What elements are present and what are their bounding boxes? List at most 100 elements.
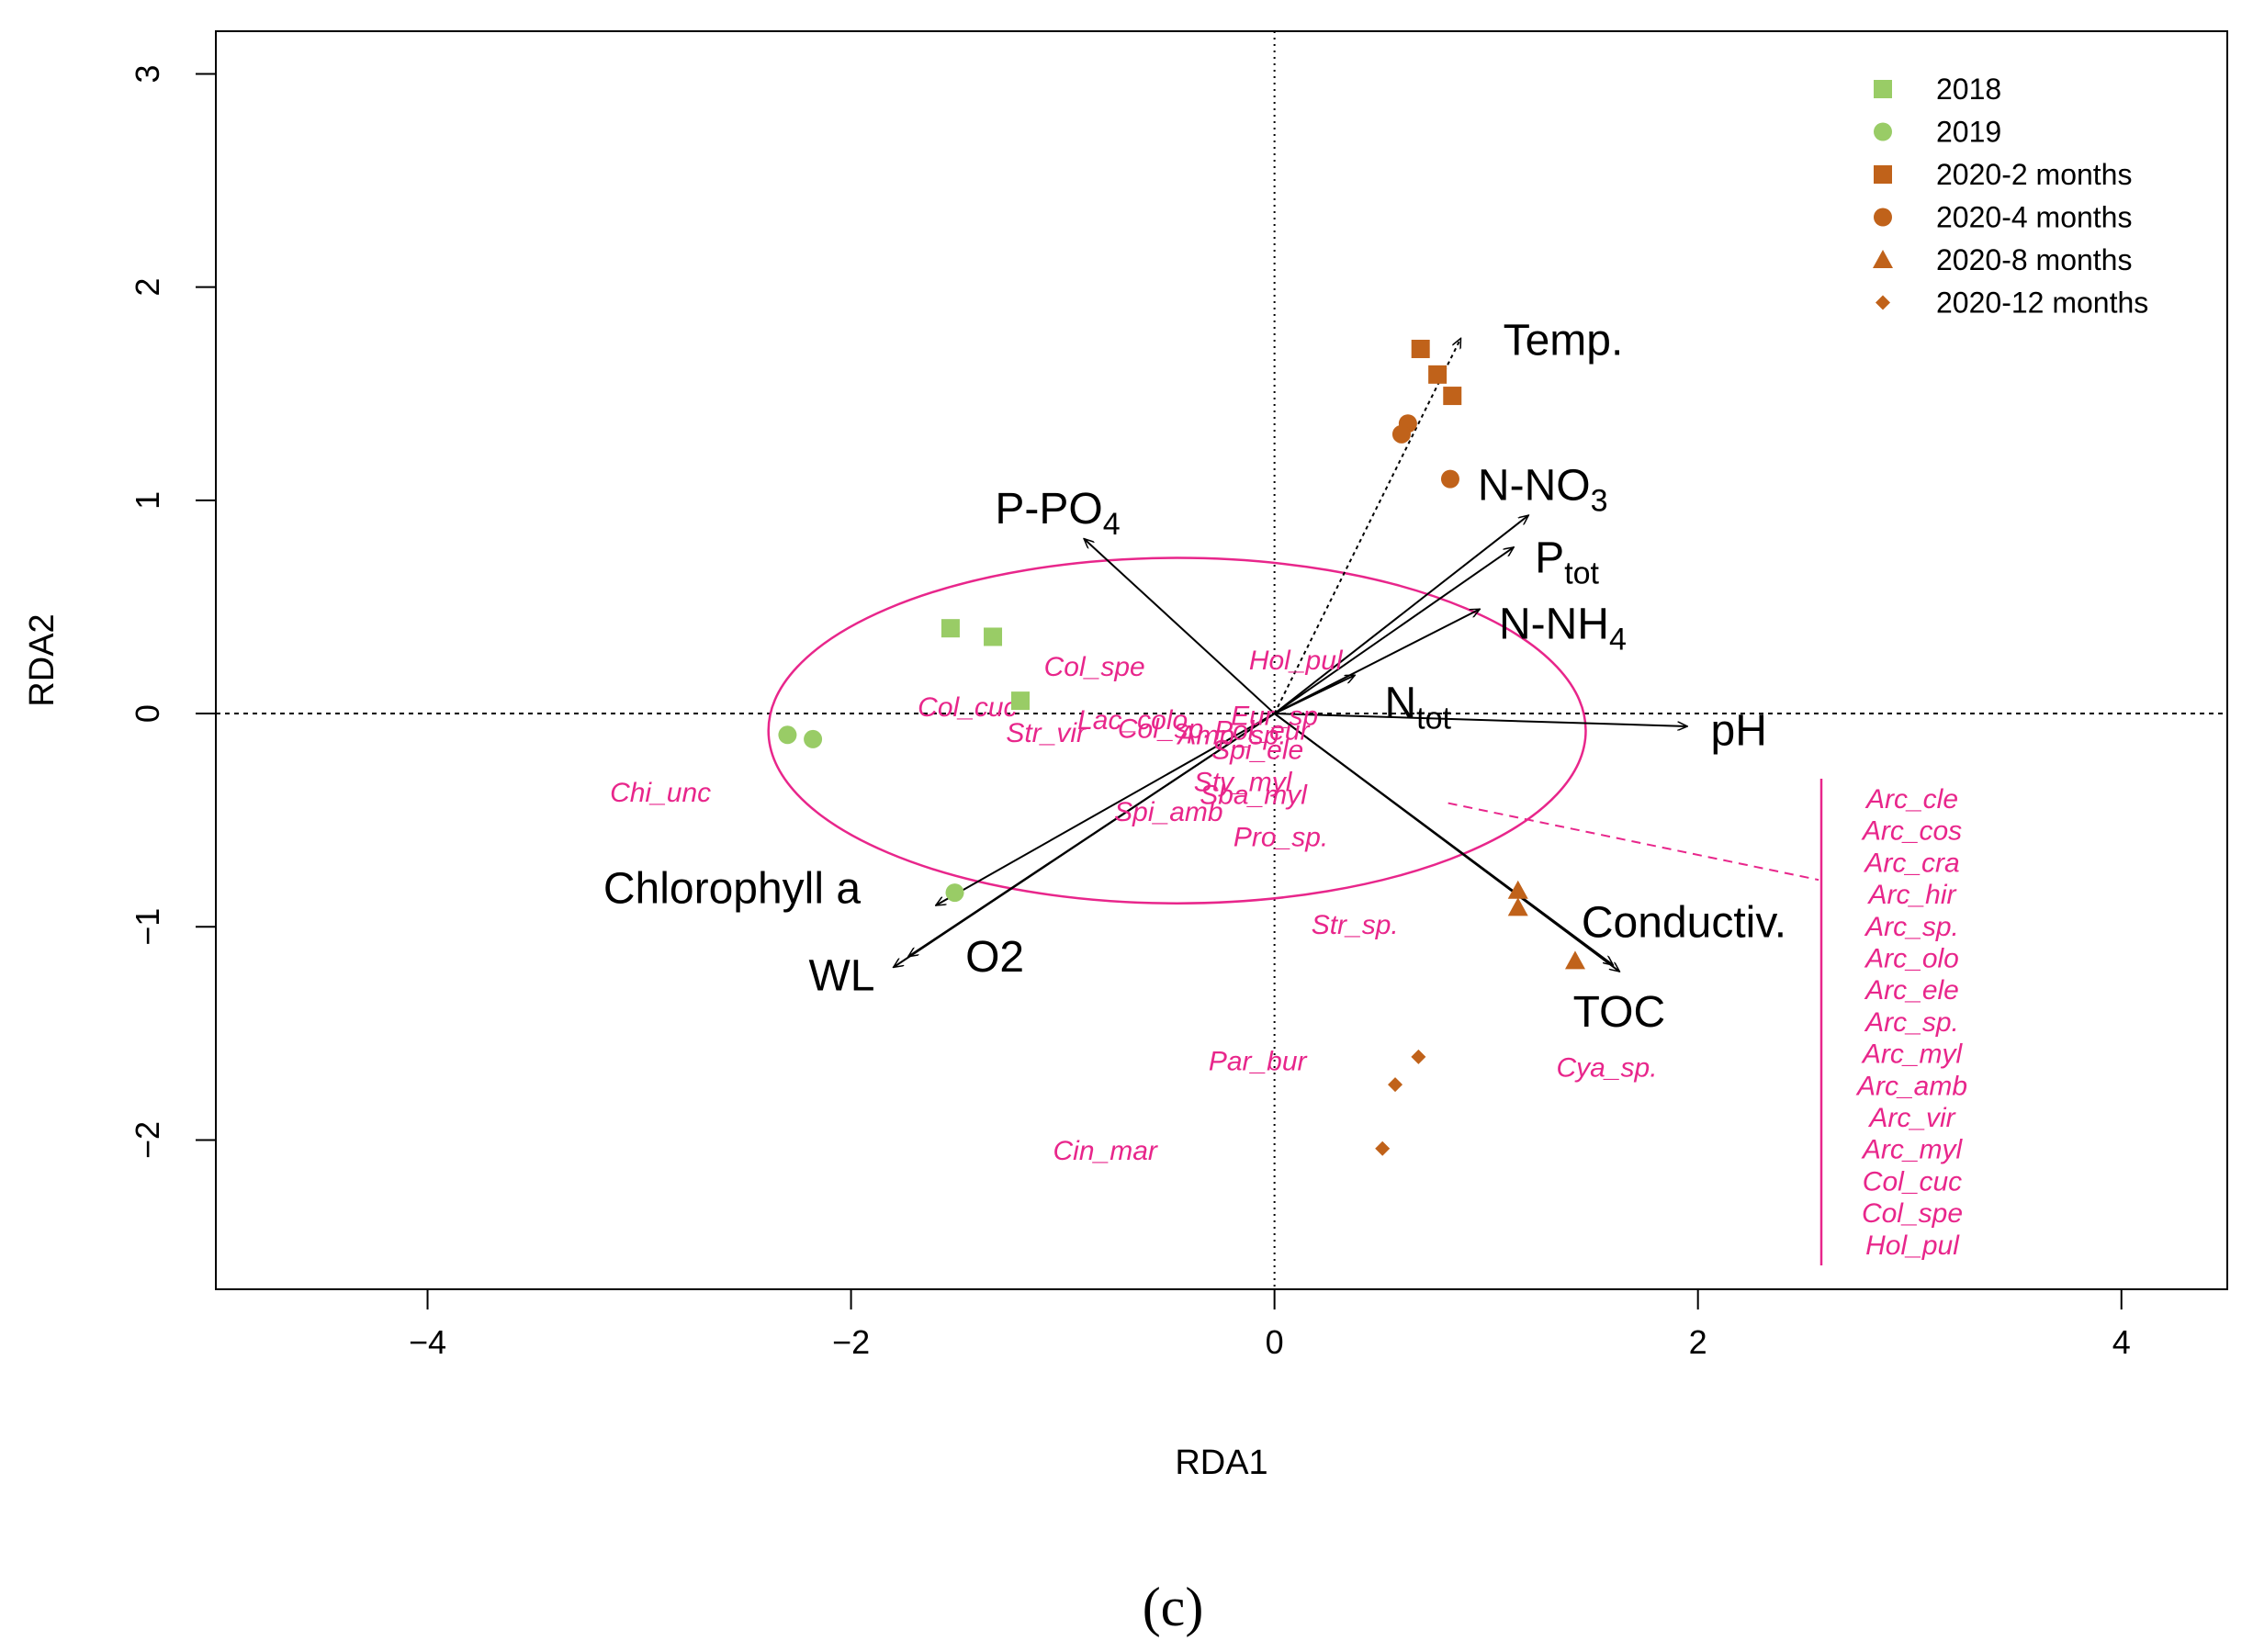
species-label: Par_bur bbox=[1209, 1047, 1308, 1077]
env-label-subscript: 4 bbox=[1103, 507, 1121, 542]
legend-label: 2020-4 months bbox=[1936, 201, 2132, 234]
species-ellipse bbox=[767, 556, 1587, 905]
species-list-item: Arc_sp. bbox=[1864, 1007, 1959, 1038]
species-labels: Col_spe Hol_pul Col_cuc Lac_colo Eur_sp Str_v… bbox=[610, 646, 1658, 1166]
species-label: Pol_eur bbox=[1214, 716, 1310, 747]
x-tick-label: −2 bbox=[832, 1323, 870, 1361]
legend-symbol-2019 bbox=[1874, 122, 1892, 141]
y-tick-label: −1 bbox=[129, 908, 166, 946]
site-point-2020-4-months bbox=[1391, 424, 1411, 444]
y-axis: −2 −1 0 1 2 3 bbox=[129, 64, 216, 1159]
legend-label: 2018 bbox=[1936, 73, 2001, 106]
panel-label: (c) bbox=[1143, 1577, 1204, 1637]
species-list-item: Arc_cra bbox=[1863, 848, 1959, 878]
env-label-ph: pH bbox=[1711, 707, 1767, 756]
legend-symbol-2020-4-months bbox=[1874, 208, 1892, 227]
env-label-ntot: Ntot bbox=[1385, 679, 1452, 736]
site-point-2020-12-months bbox=[1411, 1049, 1426, 1064]
vector-arrow-chlorophyll-a bbox=[936, 713, 1276, 905]
x-tick-label: −4 bbox=[409, 1323, 446, 1361]
species-label: Eur_sp bbox=[1231, 701, 1318, 731]
legend-label: 2019 bbox=[1936, 116, 2001, 149]
species-label: Chi_unc bbox=[610, 778, 711, 808]
env-label-base: N-NH bbox=[1499, 601, 1609, 649]
env-label-subscript: 4 bbox=[1609, 623, 1627, 657]
vector-arrow-o2 bbox=[908, 713, 1276, 957]
vector-arrow-n-tot bbox=[1274, 674, 1356, 714]
vector-arrow-ph bbox=[1274, 713, 1688, 726]
species-ellipse-group bbox=[767, 556, 1819, 905]
site-point-2020-12-months bbox=[1388, 1077, 1403, 1093]
env-label-o2: O2 bbox=[965, 933, 1024, 982]
site-point-2019 bbox=[945, 883, 964, 903]
species-list-bracket: Arc_cleArc_cosArc_craArc_hirArc_sp.Arc_o… bbox=[1819, 779, 1967, 1265]
x-tick-label: 4 bbox=[2112, 1323, 2131, 1361]
site-point-2020-4-months bbox=[1440, 469, 1459, 489]
env-label-cond: Conductiv. bbox=[1582, 899, 1786, 948]
env-label-ppo4: P-PO4 bbox=[995, 485, 1120, 542]
site-point-2020-2-months bbox=[1443, 387, 1462, 406]
site-point-2019 bbox=[778, 725, 797, 745]
site-point-2020-12-months bbox=[1375, 1141, 1391, 1156]
ellipse-connector-line bbox=[1448, 802, 1819, 882]
env-label-nno3: N-NO3 bbox=[1478, 462, 1608, 519]
vector-arrow-n-nh bbox=[1274, 608, 1481, 714]
env-label-base: N bbox=[1385, 679, 1417, 727]
env-label-base: P-PO bbox=[995, 485, 1102, 534]
species-label: Amp_sp. bbox=[1176, 720, 1286, 750]
species-label: Sty_myl bbox=[1194, 767, 1293, 797]
env-label-temp: Temp. bbox=[1504, 317, 1624, 365]
y-axis-title: RDA2 bbox=[23, 613, 62, 706]
env-label-wl: WL bbox=[808, 952, 874, 1001]
species-list-item: Arc_ele bbox=[1864, 975, 1959, 1006]
site-point-2019 bbox=[804, 729, 823, 748]
species-label: Spi_ele bbox=[1211, 736, 1303, 766]
vector-arrow-toc bbox=[1274, 713, 1620, 972]
species-list-item: Arc_myl bbox=[1861, 1040, 1964, 1070]
species-label: Lac_colo bbox=[1077, 705, 1188, 736]
legend-symbol-2020-2-months bbox=[1874, 165, 1892, 184]
species-label: Pro_sp. bbox=[1234, 823, 1328, 853]
species-list-item: Hol_pul bbox=[1865, 1231, 1960, 1261]
species-label: Col_sp. bbox=[1118, 714, 1211, 744]
plot-frame bbox=[215, 30, 2228, 1290]
x-tick-label: 0 bbox=[1266, 1323, 1284, 1361]
zero-lines bbox=[216, 31, 2227, 1289]
species-label: Cya_sp. bbox=[1557, 1053, 1658, 1084]
species-list-item: Arc_amb bbox=[1855, 1071, 1967, 1101]
species-list-item: Arc_vir bbox=[1867, 1103, 1955, 1133]
site-point-2020-8-months bbox=[1507, 897, 1528, 916]
site-points bbox=[778, 339, 1585, 1156]
legend-symbol-2018 bbox=[1874, 80, 1892, 98]
env-label-base: P bbox=[1535, 534, 1564, 583]
legend-symbol-2020-12-months bbox=[1876, 295, 1890, 310]
y-tick-label: 2 bbox=[129, 278, 166, 297]
site-point-2018 bbox=[984, 627, 1003, 646]
species-label: Sba_myl bbox=[1200, 780, 1308, 810]
legend-label: 2020-8 months bbox=[1936, 243, 2132, 276]
site-point-2020-2-months bbox=[1411, 339, 1430, 358]
legend-label: 2020-2 months bbox=[1936, 158, 2132, 191]
env-label-subscript: tot bbox=[1564, 556, 1599, 591]
x-tick-label: 2 bbox=[1689, 1323, 1707, 1361]
env-label-chl: Chlorophyll a bbox=[603, 864, 861, 913]
env-label-toc: TOC bbox=[1573, 988, 1665, 1037]
y-tick-label: 3 bbox=[129, 64, 166, 83]
site-point-2020-8-months bbox=[1564, 950, 1585, 970]
species-list-item: Col_spe bbox=[1862, 1198, 1963, 1229]
vector-arrow-p-tot bbox=[1274, 547, 1514, 714]
site-point-2020-2-months bbox=[1428, 365, 1448, 384]
y-tick-label: 0 bbox=[129, 704, 166, 723]
env-label-nnh4: N-NH4 bbox=[1499, 601, 1627, 657]
vector-arrow-p-po bbox=[1084, 539, 1276, 714]
env-label-base: N-NO bbox=[1478, 462, 1591, 511]
env-label-subscript: 3 bbox=[1591, 484, 1608, 519]
site-point-2020-8-months bbox=[1507, 880, 1528, 899]
species-list-item: Col_cuc bbox=[1863, 1166, 1962, 1197]
species-list-item: Arc_cos bbox=[1861, 816, 1962, 847]
species-label: Spi_amb bbox=[1114, 797, 1222, 827]
y-tick-label: −2 bbox=[129, 1121, 166, 1159]
env-label-subscript: tot bbox=[1416, 701, 1451, 736]
